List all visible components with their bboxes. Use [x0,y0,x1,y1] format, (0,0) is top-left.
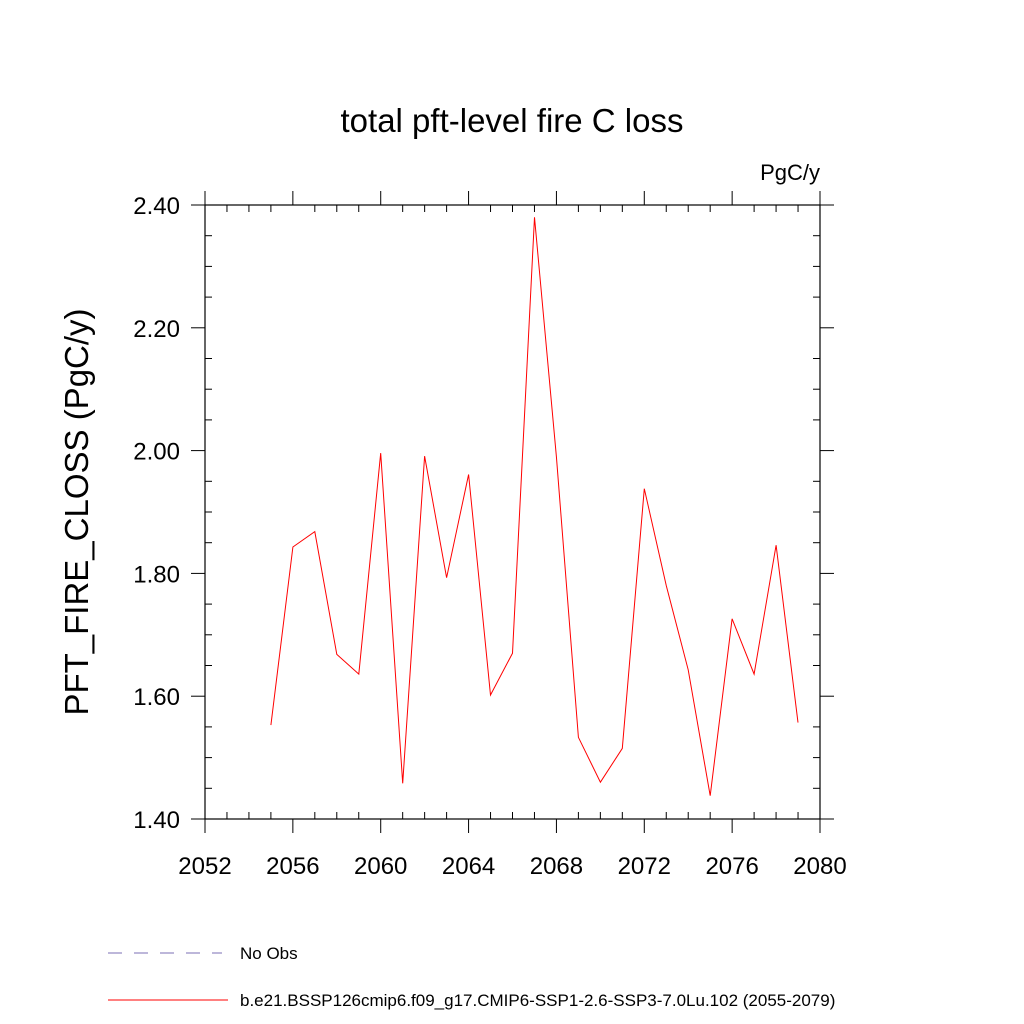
x-tick-label: 2076 [705,853,758,880]
x-tick-label: 2072 [618,853,671,880]
units-label: PgC/y [760,160,820,185]
y-tick-label: 2.40 [133,193,180,220]
legend-label-no-obs: No Obs [240,944,298,963]
series-layer [270,217,799,796]
plot-frame [204,204,821,820]
series-line [270,217,799,796]
x-tick-label: 2052 [178,853,231,880]
y-axis-ticks [191,204,834,820]
legend: No Obs b.e21.BSSP126cmip6.f09_g17.CMIP6-… [108,944,835,1010]
legend-label-model-run: b.e21.BSSP126cmip6.f09_g17.CMIP6-SSP1-2.… [240,991,835,1010]
x-axis-tick-labels: 2052 2056 2060 2064 2068 2072 2076 2080 [178,853,846,880]
x-tick-label: 2064 [442,853,495,880]
y-tick-label: 1.40 [133,807,180,834]
x-axis-ticks [204,191,821,833]
x-tick-label: 2068 [530,853,583,880]
x-tick-label: 2080 [793,853,846,880]
x-tick-label: 2056 [266,853,319,880]
y-tick-label: 2.00 [133,439,180,466]
chart-title: total pft-level fire C loss [341,102,684,139]
y-axis-label: PFT_FIRE_CLOSS (PgC/y) [58,308,95,715]
y-tick-label: 1.60 [133,684,180,711]
y-tick-label: 1.80 [133,561,180,588]
y-axis-tick-labels: 1.40 1.60 1.80 2.00 2.20 2.40 [133,193,180,834]
x-tick-label: 2060 [354,853,407,880]
y-tick-label: 2.20 [133,316,180,343]
